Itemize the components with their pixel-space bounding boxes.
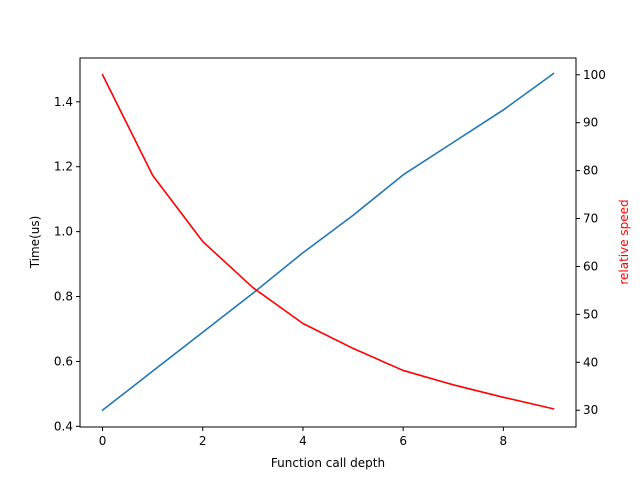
plot-frame [79,57,577,428]
y-left-tick-label: 1.0 [54,225,73,239]
x-tick-label: 6 [399,434,407,448]
y-left-axis-ticks: 0.4 0.6 0.8 1.0 1.2 1.4 [54,95,80,433]
y-right-tick-label: 30 [583,403,598,417]
x-tick-label: 4 [299,434,307,448]
relative-speed-line [101,73,555,410]
y-right-tick-label: 90 [583,116,598,130]
y-right-axis-label: relative speed [617,199,631,284]
y-left-tick-label: 1.2 [54,160,73,174]
y-left-tick-label: 1.4 [54,95,73,109]
y-left-tick-label: 0.6 [54,354,73,368]
y-right-axis-ticks: 30 40 50 60 70 80 90 100 [576,68,606,417]
y-right-tick-label: 40 [583,355,598,369]
y-right-tick-label: 80 [583,164,598,178]
y-left-tick-label: 0.4 [54,419,73,433]
y-left-tick-label: 0.8 [54,290,73,304]
x-tick-label: 2 [199,434,207,448]
x-tick-label: 0 [99,434,107,448]
x-axis-ticks: 0 2 4 6 8 [99,427,507,448]
time-line [101,72,555,412]
y-left-axis-label: Time(us) [28,216,42,270]
y-right-tick-label: 70 [583,212,598,226]
x-axis-label: Function call depth [271,456,385,470]
y-right-tick-label: 100 [583,68,606,82]
y-right-tick-label: 50 [583,307,598,321]
x-tick-label: 8 [500,434,508,448]
plot-area [79,57,577,428]
series-layer [101,72,555,412]
y-right-tick-label: 60 [583,259,598,273]
